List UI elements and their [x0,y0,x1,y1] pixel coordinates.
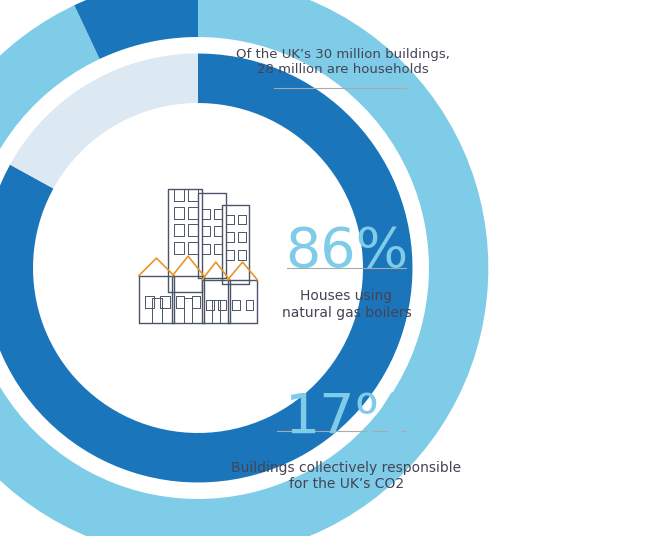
Text: Houses using
natural gas boilers: Houses using natural gas boilers [282,289,411,319]
Text: Of the UK’s 30 million buildings,
28 million are households: Of the UK’s 30 million buildings, 28 mil… [236,48,450,76]
Polygon shape [10,54,198,189]
Polygon shape [75,0,198,59]
Polygon shape [0,0,488,536]
Text: Buildings collectively responsible
for the UK’s CO2: Buildings collectively responsible for t… [232,461,461,491]
Text: 17%: 17% [285,391,408,445]
Polygon shape [0,54,412,482]
Text: 86%: 86% [285,225,408,279]
